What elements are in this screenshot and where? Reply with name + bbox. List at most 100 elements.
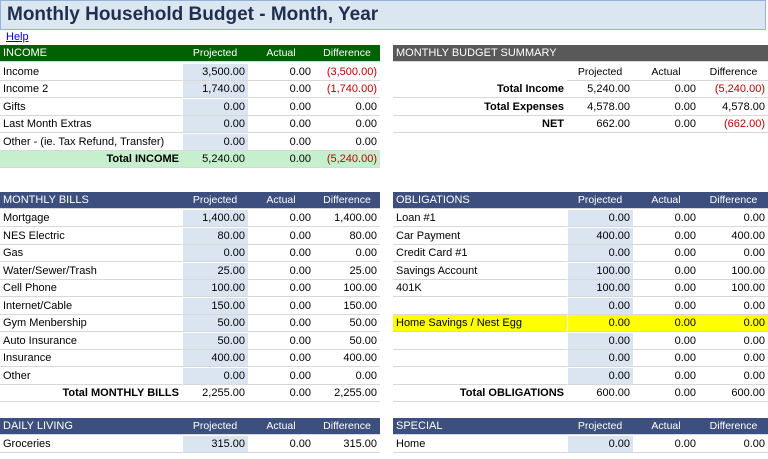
cell-difference[interactable]: 0.00: [699, 210, 768, 227]
cell-actual[interactable]: 0.00: [248, 280, 314, 297]
cell-projected[interactable]: 0.00: [567, 297, 633, 315]
summary-projected[interactable]: 4,578.00: [567, 99, 633, 116]
col-header-actual[interactable]: Actual: [633, 192, 699, 209]
row-label[interactable]: 401K: [393, 280, 567, 297]
row-label[interactable]: Gas: [0, 245, 182, 262]
summary-difference[interactable]: (662.00): [699, 116, 768, 133]
summary-label[interactable]: NET: [393, 116, 567, 133]
row-label[interactable]: Cell Phone: [0, 280, 182, 297]
summary-header-fill[interactable]: [633, 45, 699, 62]
col-header-projected[interactable]: Projected: [182, 418, 248, 435]
total-difference[interactable]: 600.00: [699, 385, 768, 402]
section-header[interactable]: OBLIGATIONS: [393, 192, 567, 209]
cell-actual[interactable]: 0.00: [633, 436, 699, 453]
section-header[interactable]: SPECIAL: [393, 418, 567, 435]
cell-difference[interactable]: 50.00: [314, 315, 380, 332]
cell-difference[interactable]: 25.00: [314, 263, 380, 280]
summary-actual[interactable]: 0.00: [633, 99, 699, 116]
summary-label[interactable]: Total Income: [393, 81, 567, 98]
cell-projected[interactable]: 150.00: [182, 297, 248, 315]
cell-actual[interactable]: 0.00: [633, 333, 699, 350]
col-header-difference[interactable]: Difference: [699, 192, 768, 209]
cell-actual[interactable]: 0.00: [248, 315, 314, 332]
total-actual[interactable]: 0.00: [248, 385, 314, 402]
total-label[interactable]: Total INCOME: [0, 151, 182, 168]
cell-projected[interactable]: 100.00: [567, 262, 633, 280]
cell-projected[interactable]: 0.00: [567, 367, 633, 385]
total-projected[interactable]: 2,255.00: [182, 385, 248, 402]
cell-difference[interactable]: 400.00: [699, 228, 768, 245]
cell-projected[interactable]: 0.00: [567, 245, 633, 262]
cell-projected[interactable]: 25.00: [182, 262, 248, 280]
cell-actual[interactable]: 0.00: [248, 116, 314, 133]
cell-projected[interactable]: 100.00: [182, 280, 248, 297]
cell-actual[interactable]: 0.00: [633, 210, 699, 227]
col-header-difference[interactable]: Difference: [699, 418, 768, 435]
cell-actual[interactable]: 0.00: [248, 64, 314, 81]
cell-projected[interactable]: 0.00: [567, 315, 633, 332]
row-label[interactable]: Groceries: [0, 436, 182, 453]
cell-difference[interactable]: 0.00: [699, 368, 768, 385]
col-header-difference[interactable]: Difference: [314, 45, 380, 62]
cell-difference[interactable]: 100.00: [699, 280, 768, 297]
col-header-projected[interactable]: Projected: [567, 192, 633, 209]
row-label[interactable]: Internet/Cable: [0, 298, 182, 315]
summary-actual[interactable]: 0.00: [633, 116, 699, 133]
row-label[interactable]: Gym Menbership: [0, 315, 182, 332]
row-label[interactable]: Auto Insurance: [0, 333, 182, 350]
cell-actual[interactable]: 0.00: [633, 315, 699, 332]
cell-actual[interactable]: 0.00: [248, 263, 314, 280]
row-label[interactable]: Other: [0, 368, 182, 385]
cell-projected[interactable]: 0.00: [567, 210, 633, 227]
cell-difference[interactable]: (1,740.00): [314, 81, 380, 98]
cell-difference[interactable]: 80.00: [314, 228, 380, 245]
cell-difference[interactable]: 0.00: [314, 134, 380, 151]
cell-actual[interactable]: 0.00: [248, 298, 314, 315]
cell-projected[interactable]: 0.00: [567, 436, 633, 453]
cell-actual[interactable]: 0.00: [633, 298, 699, 315]
total-difference[interactable]: 2,255.00: [314, 385, 380, 402]
cell-actual[interactable]: 0.00: [633, 350, 699, 367]
col-header-actual[interactable]: Actual: [248, 192, 314, 209]
cell-difference[interactable]: 400.00: [314, 350, 380, 367]
summary-difference[interactable]: (5,240.00): [699, 81, 768, 98]
row-label[interactable]: Income 2: [0, 81, 182, 98]
row-label[interactable]: Loan #1: [393, 210, 567, 227]
cell-projected[interactable]: 1,740.00: [182, 81, 248, 98]
cell-difference[interactable]: 50.00: [314, 333, 380, 350]
cell-actual[interactable]: 0.00: [248, 81, 314, 98]
cell-difference[interactable]: 0.00: [699, 350, 768, 367]
row-label[interactable]: [393, 368, 567, 385]
row-label[interactable]: Water/Sewer/Trash: [0, 263, 182, 280]
cell-difference[interactable]: 100.00: [314, 280, 380, 297]
row-label[interactable]: Other - (ie. Tax Refund, Transfer): [0, 134, 182, 151]
cell-difference[interactable]: 150.00: [314, 298, 380, 315]
cell-projected[interactable]: 0.00: [182, 367, 248, 385]
cell-actual[interactable]: 0.00: [633, 263, 699, 280]
col-header-actual[interactable]: Actual: [248, 418, 314, 435]
row-label[interactable]: Insurance: [0, 350, 182, 367]
summary-col-actual[interactable]: Actual: [633, 64, 699, 81]
cell-projected[interactable]: 0.00: [182, 98, 248, 116]
summary-projected[interactable]: 5,240.00: [567, 81, 633, 98]
row-label[interactable]: Last Month Extras: [0, 116, 182, 133]
row-label[interactable]: Credit Card #1: [393, 245, 567, 262]
row-label[interactable]: NES Electric: [0, 228, 182, 245]
cell-difference[interactable]: 315.00: [314, 436, 380, 453]
row-label[interactable]: Income: [0, 64, 182, 81]
summary-difference[interactable]: 4,578.00: [699, 99, 768, 116]
cell-actual[interactable]: 0.00: [633, 228, 699, 245]
col-header-actual[interactable]: Actual: [633, 418, 699, 435]
cell-actual[interactable]: 0.00: [248, 134, 314, 151]
cell-projected[interactable]: 50.00: [182, 332, 248, 350]
cell-difference[interactable]: 0.00: [699, 315, 768, 332]
cell-actual[interactable]: 0.00: [633, 280, 699, 297]
cell-actual[interactable]: 0.00: [633, 245, 699, 262]
cell-difference[interactable]: 0.00: [314, 99, 380, 116]
total-actual[interactable]: 0.00: [633, 385, 699, 402]
cell-difference[interactable]: 0.00: [699, 333, 768, 350]
cell-difference[interactable]: 0.00: [314, 245, 380, 262]
total-difference[interactable]: (5,240.00): [314, 151, 380, 168]
summary-header[interactable]: MONTHLY BUDGET SUMMARY: [393, 45, 567, 62]
cell-projected[interactable]: 0.00: [182, 245, 248, 262]
